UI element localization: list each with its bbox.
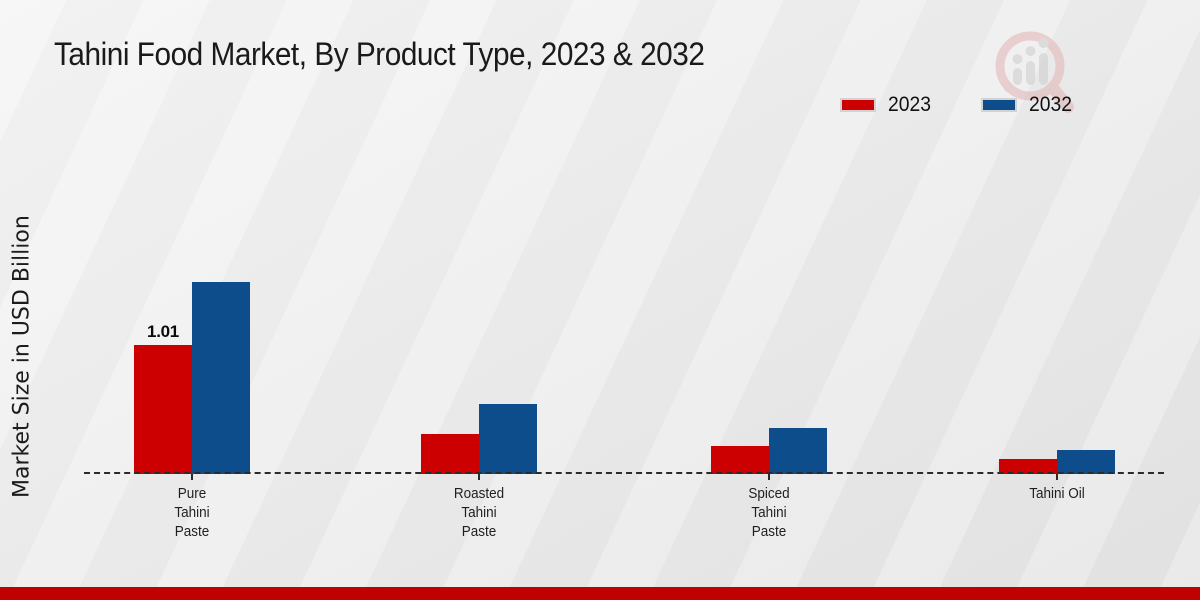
footer-red-band	[0, 587, 1200, 600]
category-label-line: Pure	[177, 485, 207, 502]
legend: 2023 2032	[840, 93, 1075, 117]
bar-2023-spiced-tahini-paste	[711, 445, 769, 474]
market-research-logo-watermark	[995, 31, 1074, 113]
category-label-tahini-oil: Tahini Oil	[994, 484, 1120, 503]
category-label-pure-tahini-paste: Pure Tahini Paste	[129, 484, 255, 541]
category-label-line: Paste	[174, 523, 210, 540]
bar-2023-pure-tahini-paste	[134, 345, 192, 474]
category-label-line: Tahini	[461, 504, 497, 521]
bar-2032-tahini-oil	[1057, 449, 1115, 474]
x-tick-pure-tahini-paste	[191, 474, 193, 480]
legend-label-2032: 2032	[1028, 93, 1072, 116]
x-tick-roasted-tahini-paste	[478, 474, 480, 480]
category-label-line: Tahini	[751, 504, 787, 521]
chart-title: Tahini Food Market, By Product Type, 202…	[54, 36, 705, 72]
legend-swatch-2023	[840, 98, 876, 112]
category-label-line: Paste	[751, 523, 787, 540]
bar-2032-roasted-tahini-paste	[479, 403, 537, 474]
legend-item-2023: 2023	[840, 93, 935, 117]
bar-2032-spiced-tahini-paste	[769, 428, 827, 474]
category-label-line: Roasted	[453, 485, 505, 502]
category-label-line: Tahini	[174, 504, 210, 521]
x-axis-baseline	[84, 472, 1164, 474]
legend-swatch-2032	[980, 98, 1017, 112]
x-tick-tahini-oil	[1056, 474, 1058, 480]
category-label-line: Tahini Oil	[1029, 485, 1085, 502]
category-label-line: Paste	[461, 523, 497, 540]
category-label-spiced-tahini-paste: Spiced Tahini Paste	[706, 484, 832, 541]
bar-2023-roasted-tahini-paste	[421, 434, 479, 474]
bar-2023-tahini-oil	[999, 458, 1057, 474]
legend-item-2032: 2032	[980, 93, 1076, 117]
category-label-roasted-tahini-paste: Roasted Tahini Paste	[416, 484, 542, 541]
legend-label-2023: 2023	[888, 93, 931, 116]
bar-2032-pure-tahini-paste	[192, 282, 250, 474]
bar-value-label-2023: 1.01	[147, 322, 179, 342]
category-label-line: Spiced	[748, 485, 790, 502]
x-tick-spiced-tahini-paste	[768, 474, 770, 480]
